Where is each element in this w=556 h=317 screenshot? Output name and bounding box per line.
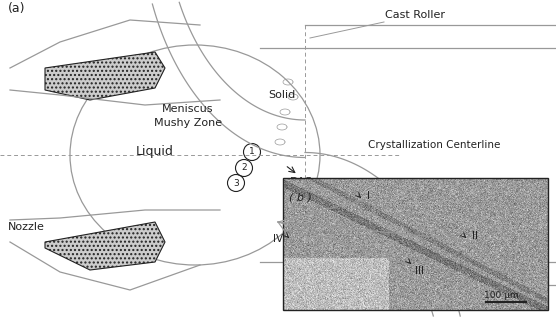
Polygon shape: [45, 52, 165, 100]
Text: Meniscus: Meniscus: [162, 104, 214, 114]
Text: 100 μm: 100 μm: [484, 291, 519, 300]
Text: Nozzle: Nozzle: [8, 222, 45, 232]
Text: II: II: [472, 231, 478, 241]
Text: 2: 2: [241, 164, 247, 172]
Text: DAS: DAS: [290, 177, 313, 187]
Text: (a): (a): [8, 2, 26, 15]
Text: I: I: [367, 191, 370, 201]
Text: Cast Roller: Cast Roller: [385, 10, 445, 20]
Text: 1: 1: [249, 147, 255, 157]
Text: III: III: [415, 266, 424, 276]
Text: Crystallization Centerline: Crystallization Centerline: [368, 140, 500, 150]
Text: IV: IV: [273, 234, 283, 244]
Bar: [283, 178, 548, 310]
Text: Solid: Solid: [268, 90, 295, 100]
Polygon shape: [45, 222, 165, 270]
Text: Mushy Zone: Mushy Zone: [154, 118, 222, 128]
Text: 3: 3: [233, 178, 239, 187]
Text: Liquid: Liquid: [136, 145, 174, 158]
Text: ( b ): ( b ): [289, 192, 312, 202]
